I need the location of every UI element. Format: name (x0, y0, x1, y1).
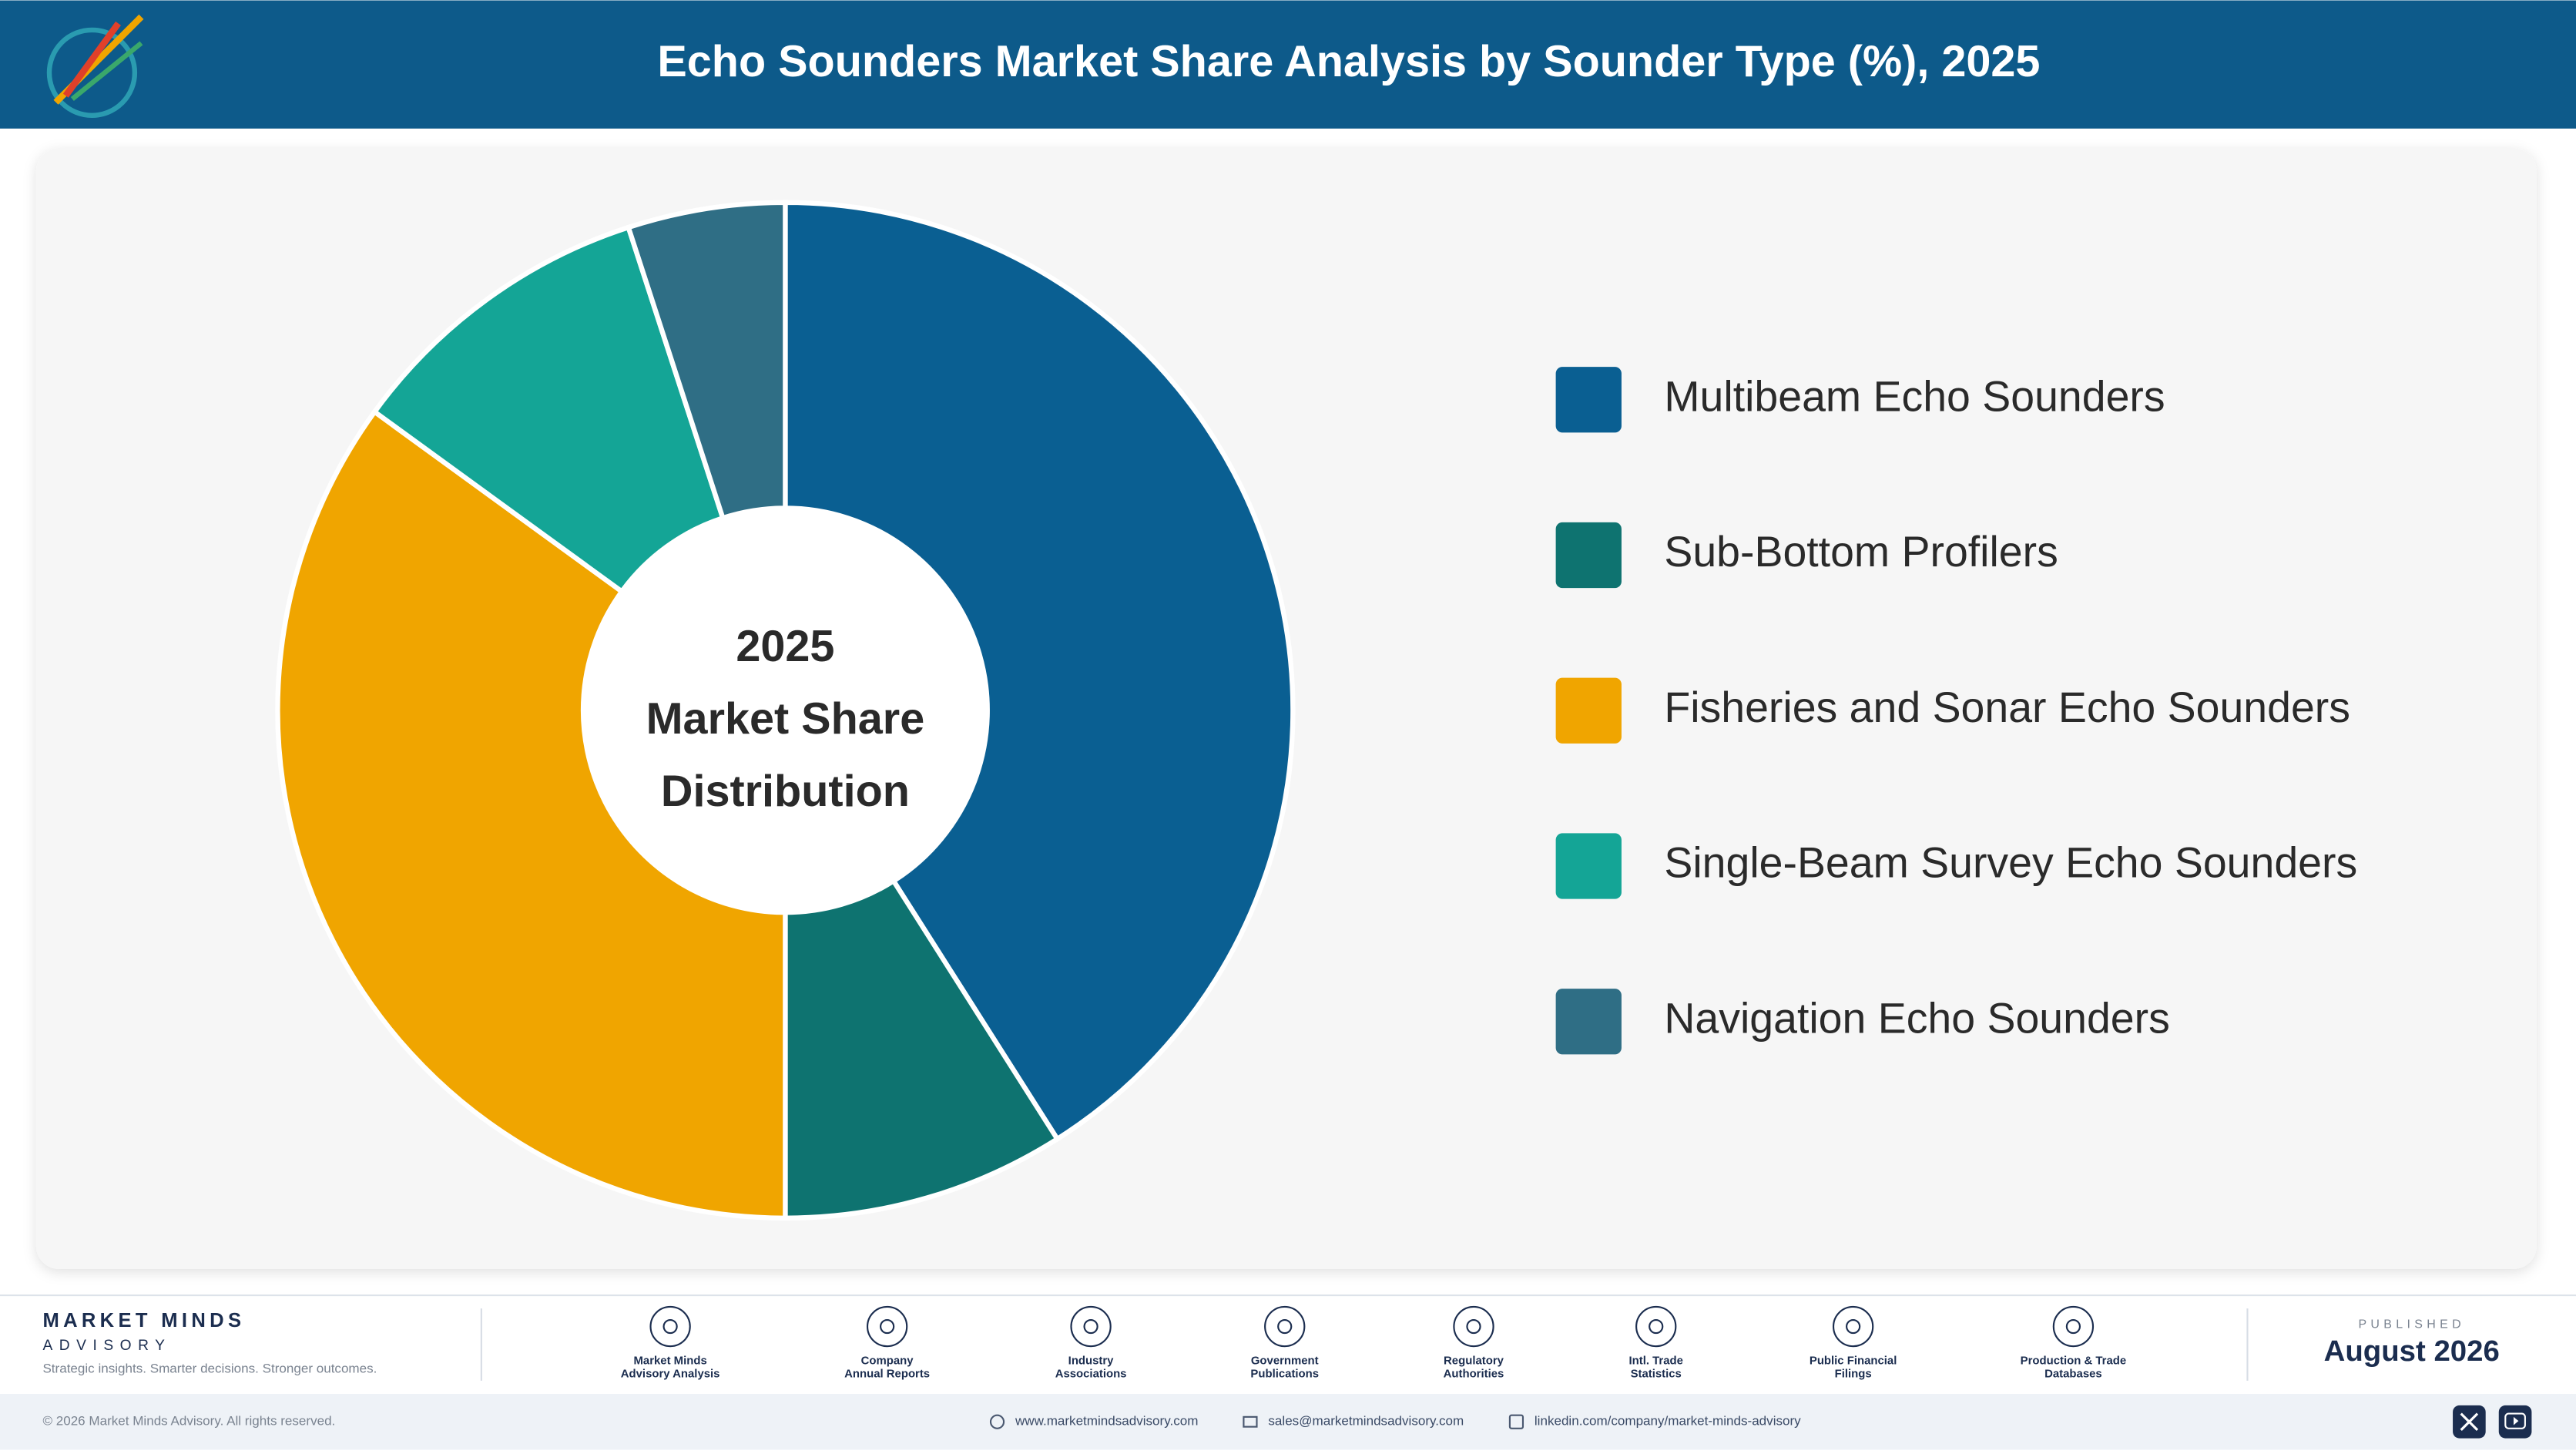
email-link[interactable]: sales@marketmindsadvisory.com (1268, 1414, 1464, 1429)
header-bar (0, 0, 2576, 129)
page-title: Echo Sounders Market Share Analysis by S… (657, 37, 2040, 86)
mail-icon (1243, 1415, 1258, 1428)
logo (46, 14, 144, 118)
linkedin-link[interactable]: linkedin.com/company/market-minds-adviso… (1535, 1414, 1801, 1429)
source-label: Company (861, 1354, 914, 1367)
source-icon-dot (2065, 1318, 2081, 1335)
tagline: Strategic insights. Smarter decisions. S… (42, 1362, 377, 1376)
legend-swatch (1555, 677, 1622, 744)
published-date: August 2026 (2324, 1335, 2500, 1368)
youtube-button[interactable] (2498, 1405, 2532, 1439)
source-icon (1070, 1305, 1112, 1348)
legend-swatch (1555, 522, 1622, 589)
source-icon (649, 1305, 691, 1348)
source-icon-dot (662, 1318, 678, 1335)
published-label: PUBLISHED (2358, 1318, 2465, 1331)
source-label: Industry (1068, 1354, 1115, 1367)
source-icon (1635, 1305, 1677, 1348)
center-label: Market Share (646, 694, 925, 744)
legend-label: Multibeam Echo Sounders (1664, 372, 2165, 420)
source-icon (1264, 1305, 1306, 1348)
legend-label: Navigation Echo Sounders (1664, 994, 2169, 1042)
brand: MARKET MINDS (42, 1310, 245, 1331)
linkedin-icon (1508, 1414, 1524, 1429)
source-icon (2052, 1305, 2095, 1348)
source-label: Associations (1055, 1367, 1127, 1380)
brand-sub: ADVISORY (42, 1338, 171, 1354)
source-label: Databases (2044, 1367, 2102, 1380)
source-icon-dot (1649, 1318, 1664, 1335)
source-label: Authorities (1444, 1367, 1504, 1380)
source-icon-dot (880, 1318, 895, 1335)
donut-hole (583, 508, 988, 913)
legend-swatch (1555, 833, 1622, 899)
source-label: Production & Trade (2021, 1354, 2126, 1367)
copyright: © 2026 Market Minds Advisory. All rights… (42, 1414, 335, 1429)
source-icon (1832, 1305, 1874, 1348)
legend-swatch (1555, 367, 1622, 433)
source-label: Regulatory (1444, 1354, 1504, 1367)
legend-swatch (1555, 989, 1622, 1055)
legend-label: Single-Beam Survey Echo Sounders (1664, 839, 2357, 887)
source-label: Filings (1835, 1367, 1872, 1380)
legend-label: Sub-Bottom Profilers (1664, 528, 2058, 576)
source-label: Intl. Trade (1629, 1354, 1683, 1367)
source-label: Public Financial (1810, 1354, 1897, 1367)
center-label: 2025 (736, 622, 834, 671)
source-icon-dot (1846, 1318, 1861, 1335)
chart: 2025 Market Share Distribution Multibeam Ec… (275, 200, 2357, 1221)
bottom-strip (0, 1393, 2576, 1450)
source-icon-dot (1083, 1318, 1098, 1335)
source-label: Government (1251, 1354, 1319, 1367)
source-label: Market Minds (633, 1354, 706, 1367)
web-icon (989, 1414, 1005, 1429)
source-icon (866, 1305, 908, 1348)
source-icon-dot (1466, 1318, 1481, 1335)
website-link[interactable]: www.marketmindsadvisory.com (1015, 1414, 1198, 1429)
source-label: Advisory Analysis (621, 1367, 720, 1380)
source-icon (1453, 1305, 1494, 1348)
source-label: Annual Reports (844, 1367, 930, 1380)
source-label: Publications (1250, 1367, 1319, 1380)
center-label: Distribution (661, 767, 910, 816)
source-label: Statistics (1631, 1367, 1682, 1380)
x-button[interactable] (2453, 1405, 2486, 1439)
legend-label: Fisheries and Sonar Echo Sounders (1664, 683, 2350, 731)
source-icon-dot (1277, 1318, 1293, 1335)
